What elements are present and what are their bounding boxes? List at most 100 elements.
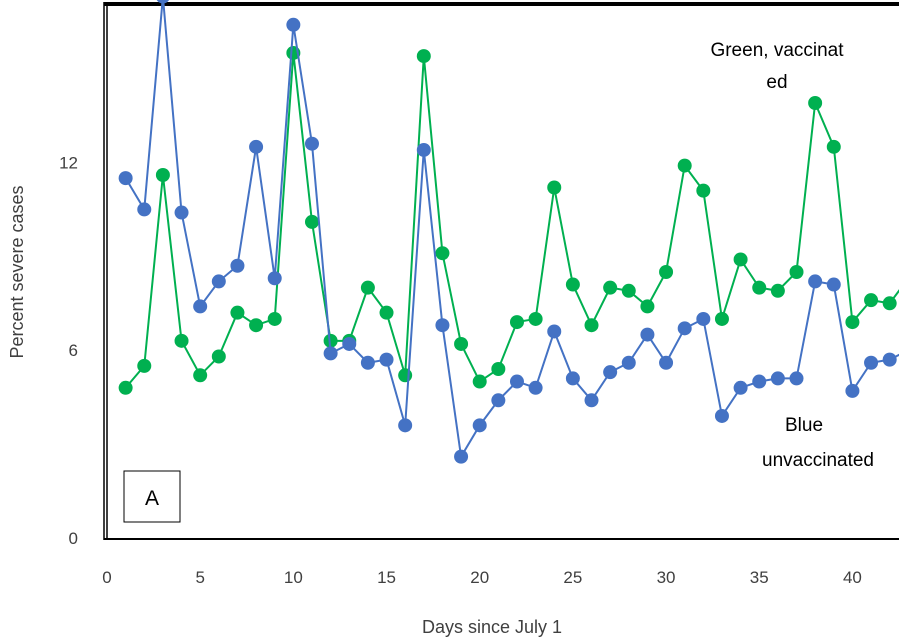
green-series-point (323, 333, 338, 348)
blue-series-point (603, 365, 618, 380)
green-series-point (565, 277, 580, 292)
blue-series-point (454, 449, 469, 464)
y-tick-labels: 0 6 12 (59, 153, 78, 548)
green-series-point (416, 49, 431, 64)
x-tick-label: 30 (657, 568, 676, 587)
y-tick-label: 6 (69, 341, 78, 360)
green-series-point (882, 296, 897, 311)
green-series-point (770, 283, 785, 298)
green-series-point (211, 349, 226, 364)
blue-series-point (230, 258, 245, 273)
blue-series-point (342, 336, 357, 351)
panel-label-box (123, 470, 181, 523)
blue-series-point (864, 355, 879, 370)
green-series-point (230, 305, 245, 320)
green-series-point (174, 333, 189, 348)
green-series-point (659, 265, 674, 279)
y-tick-label: 12 (59, 153, 78, 172)
green-series-point (733, 252, 748, 267)
x-tick-label: 0 (102, 568, 111, 587)
green-series-point (677, 158, 692, 173)
blue-series-point (249, 139, 264, 154)
green-series-point (789, 265, 804, 279)
green-series-point (155, 167, 170, 182)
blue-series-point (659, 355, 674, 370)
panel-label: A (145, 487, 159, 510)
blue-series-point (696, 311, 711, 326)
green-series-annotation-line2: ed (766, 72, 787, 93)
green-series-point (118, 380, 133, 395)
blue-series-point (360, 355, 375, 370)
x-tick-label: 40 (843, 568, 862, 587)
blue-series-point (808, 274, 823, 289)
blue-series-point (845, 383, 860, 398)
blue-series-point (267, 271, 282, 286)
blue-series-point (882, 352, 897, 367)
blue-series-point (752, 374, 767, 389)
green-series-point (454, 336, 469, 351)
green-series-point (360, 280, 375, 295)
blue-series-point (137, 202, 152, 217)
blue-series-point (491, 393, 506, 408)
green-series-point (491, 362, 506, 377)
green-series-point (379, 305, 394, 320)
x-tick-labels: 0 5 10 15 20 25 30 35 40 (102, 568, 862, 587)
green-series-point (528, 311, 543, 326)
green-series-point (696, 183, 711, 198)
green-series-point (435, 246, 450, 261)
blue-series-point (435, 318, 450, 333)
blue-series-point (733, 380, 748, 395)
blue-series-point (509, 374, 524, 389)
blue-series-point (826, 277, 841, 292)
green-series-point (547, 180, 562, 195)
x-tick-label: 5 (195, 568, 204, 587)
green-series-point (640, 299, 655, 314)
blue-series-point (398, 418, 413, 433)
x-tick-label: 25 (563, 568, 582, 587)
blue-series-point (770, 371, 785, 386)
x-tick-label: 20 (470, 568, 489, 587)
green-series-point (304, 214, 319, 229)
blue-series-point (156, 0, 170, 4)
green-series-point (584, 318, 599, 333)
blue-series-point (677, 321, 692, 336)
blue-series-point (379, 352, 394, 367)
green-series-point (472, 374, 487, 389)
blue-series-annotation-line2: unvaccinated (762, 450, 874, 471)
green-series-annotation-line1: Green, vaccinat (710, 40, 844, 61)
x-tick-label: 15 (377, 568, 396, 587)
green-series-point (509, 315, 524, 330)
green-series-point (249, 318, 264, 333)
blue-series-point (472, 418, 487, 433)
series-layer (118, 0, 899, 464)
blue-series-point (584, 393, 599, 408)
green-series-point (603, 280, 618, 295)
blue-series-point (193, 299, 208, 314)
green-series-point (845, 315, 860, 330)
blue-series-point (528, 380, 543, 395)
x-axis-title: Days since July 1 (422, 617, 562, 637)
blue-series-point (174, 205, 189, 220)
blue-series-point (211, 274, 226, 289)
x-tick-label: 10 (284, 568, 303, 587)
green-series-point (267, 311, 282, 326)
green-series-point (826, 139, 841, 154)
x-tick-label: 35 (750, 568, 769, 587)
axis-lines (103, 2, 899, 540)
green-series-line (124, 52, 899, 389)
green-series-point (621, 283, 636, 298)
green-series-point (752, 280, 767, 295)
green-series-point (398, 368, 413, 383)
blue-series-point (565, 371, 580, 386)
green-series-point (193, 368, 208, 383)
green-series-point (808, 96, 823, 111)
blue-series-point (714, 408, 729, 423)
blue-series-line (124, 0, 899, 460)
green-series-point (714, 311, 729, 326)
blue-series-point (323, 346, 338, 361)
green-series-point (864, 293, 879, 308)
blue-series-point (621, 355, 636, 370)
y-tick-label: 0 (69, 529, 78, 548)
blue-series-point (547, 324, 562, 339)
